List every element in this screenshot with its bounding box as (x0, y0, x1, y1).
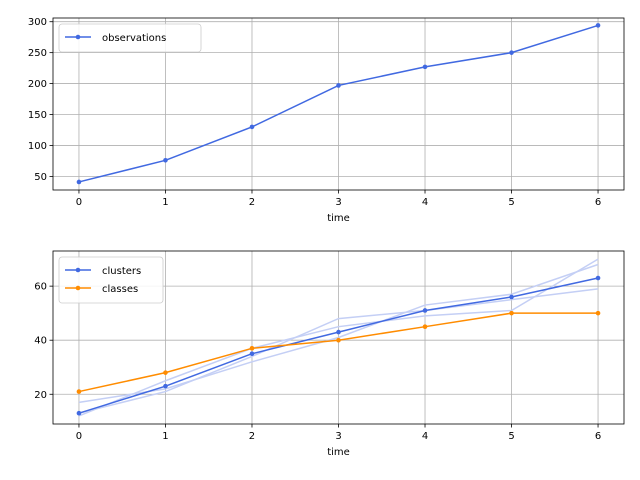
y-tick-label: 60 (34, 282, 47, 293)
data-point-classes (249, 346, 255, 351)
legend: clusters classes (58, 256, 164, 304)
y-tick-label: 200 (28, 79, 47, 90)
x-tick-label: 0 (76, 431, 82, 442)
data-point-clusters (422, 308, 428, 313)
x-tick-label: 6 (595, 431, 601, 442)
x-tick-label: 3 (335, 431, 341, 442)
data-point-classes (163, 370, 168, 375)
data-point-classes (422, 324, 428, 329)
data-point-observations (595, 23, 601, 28)
data-point-clusters (249, 351, 255, 357)
x-tick-label: 2 (249, 197, 255, 208)
grid (53, 18, 624, 190)
data-point-clusters (336, 329, 341, 335)
x-axis-label: time (327, 213, 350, 224)
legend-label-clusters: clusters (102, 266, 141, 277)
legend-box (58, 23, 202, 53)
data-point-classes (76, 389, 82, 394)
background-series-line (78, 263, 599, 404)
data-point-observations (509, 50, 514, 55)
x-tick-label: 1 (162, 431, 168, 442)
background-series-line (78, 258, 599, 417)
y-tick-label: 50 (34, 172, 47, 183)
x-tick-label: 4 (422, 197, 428, 208)
x-tick-label: 0 (76, 197, 82, 208)
x-tick-label: 2 (249, 431, 255, 442)
background-series-line (78, 288, 599, 414)
bottom-chart-panel: 0 1 2 3 4 5 6 20 40 60 time clusters classes (34, 250, 625, 458)
legend-label-classes: classes (102, 284, 138, 295)
data-point-observations (76, 179, 82, 185)
data-point-observations (336, 83, 341, 88)
data-point-clusters (595, 275, 601, 281)
y-tick-label: 300 (28, 17, 47, 28)
legend: observations (58, 23, 202, 53)
y-tick-label: 100 (28, 141, 47, 152)
data-point-observations (422, 64, 428, 70)
data-point-observations (163, 158, 168, 163)
x-tick-label: 3 (335, 197, 341, 208)
top-chart-panel: 0 1 2 3 4 5 6 50 100 150 200 250 300 time observations (28, 17, 625, 224)
legend-box (58, 256, 164, 304)
y-tick-label: 150 (28, 110, 47, 121)
x-tick-label: 5 (508, 197, 514, 208)
data-point-clusters (76, 410, 82, 416)
data-point-classes (509, 310, 514, 316)
x-axis-label: time (327, 447, 350, 458)
legend-label-observations: observations (102, 33, 166, 44)
x-tick-label: 1 (162, 197, 168, 208)
legend-marker-observations (75, 34, 81, 40)
data-point-classes (595, 310, 601, 316)
x-tick-label: 6 (595, 197, 601, 208)
legend-marker-classes (75, 285, 81, 291)
x-tick-label: 5 (508, 431, 514, 442)
data-point-clusters (509, 294, 514, 300)
y-tick-label: 250 (28, 48, 47, 59)
data-point-clusters (163, 383, 168, 389)
y-tick-label: 20 (34, 390, 47, 401)
y-tick-label: 40 (34, 336, 47, 347)
x-tick-label: 4 (422, 431, 428, 442)
legend-marker-clusters (75, 267, 81, 273)
data-point-observations (249, 124, 255, 130)
data-point-classes (336, 337, 341, 343)
